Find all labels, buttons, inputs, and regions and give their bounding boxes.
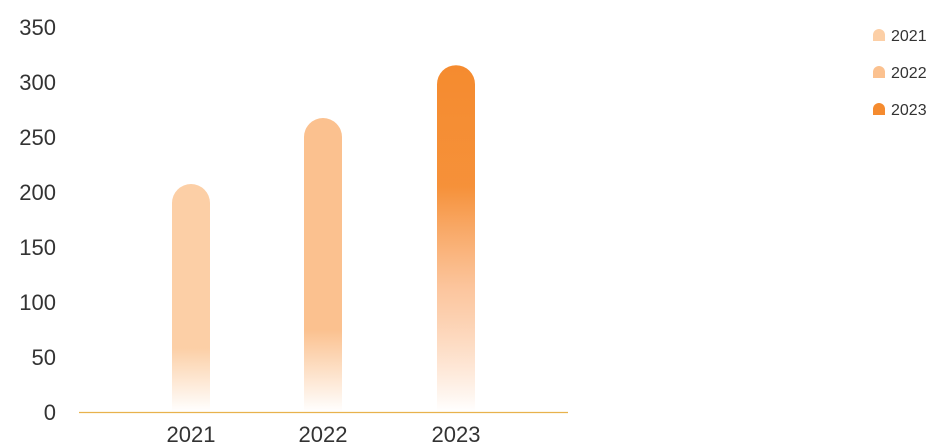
legend-label-2021: 2021 <box>891 28 927 45</box>
y-axis-tick-labels: 0 50 100 150 200 250 300 350 <box>19 15 56 425</box>
y-tick-label-300: 300 <box>19 70 56 95</box>
y-tick-label-150: 150 <box>19 235 56 260</box>
y-tick-label-50: 50 <box>32 345 56 370</box>
legend-swatch-2021 <box>873 29 885 41</box>
x-tick-label-2022: 2022 <box>299 422 348 445</box>
legend-label-2022: 2022 <box>891 65 927 82</box>
legend[interactable]: 2021 2022 2023 <box>873 28 927 119</box>
bars <box>172 65 475 412</box>
y-tick-label-200: 200 <box>19 180 56 205</box>
legend-item-2022[interactable]: 2022 <box>873 65 927 82</box>
legend-label-2023: 2023 <box>891 102 927 119</box>
x-tick-label-2023: 2023 <box>432 422 481 445</box>
legend-item-2021[interactable]: 2021 <box>873 28 927 45</box>
y-tick-label-350: 350 <box>19 15 56 40</box>
bar-2022[interactable] <box>304 118 342 412</box>
y-tick-label-100: 100 <box>19 290 56 315</box>
bar-2023[interactable] <box>437 65 475 412</box>
x-axis-tick-labels: 2021 2022 2023 <box>167 422 481 445</box>
legend-swatch-2023 <box>873 103 885 115</box>
x-tick-label-2021: 2021 <box>167 422 216 445</box>
y-tick-label-250: 250 <box>19 125 56 150</box>
y-tick-label-0: 0 <box>44 400 56 425</box>
legend-item-2023[interactable]: 2023 <box>873 102 927 119</box>
legend-swatch-2022 <box>873 66 885 78</box>
bar-2021[interactable] <box>172 184 210 412</box>
